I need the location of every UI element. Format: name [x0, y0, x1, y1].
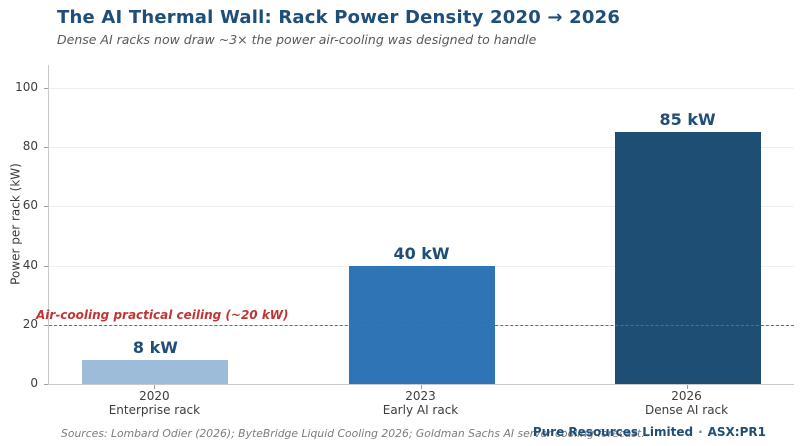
xlabel-2020: 2020 Enterprise rack [54, 389, 254, 417]
bar-value-label: 8 kW [132, 338, 178, 358]
brand-footer: Pure Resources Limited · ASX:PR1 [533, 425, 766, 439]
ytick-mark-100 [44, 88, 48, 90]
gridline-80 [49, 147, 794, 149]
ytick-mark-80 [44, 147, 48, 149]
bar-2020 [82, 360, 229, 384]
ytick-mark-20 [44, 324, 48, 326]
xtick-mark-2023 [420, 385, 422, 389]
bar-value-label: 85 kW [659, 110, 716, 130]
ytick-label-0: 0 [30, 376, 38, 390]
gridline-60 [49, 206, 794, 208]
xlabel-2023: 2023 Early AI rack [321, 389, 521, 417]
ytick-mark-60 [44, 206, 48, 208]
xlabel-year: 2020 [139, 389, 170, 403]
sources-note: Sources: Lombard Odier (2026); ByteBridg… [61, 427, 645, 440]
xtick-mark-2026 [686, 385, 688, 389]
ytick-label-80: 80 [22, 139, 38, 154]
ticker-label: ASX:PR1 [707, 425, 766, 439]
xlabel-2026: 2026 Dense AI rack [587, 389, 787, 417]
air-cooling-ceiling-annotation: Air-cooling practical ceiling (~20 kW) [36, 308, 289, 322]
xlabel-rack-type: Enterprise rack [108, 403, 201, 417]
chart-subtitle: Dense AI racks now draw ~3× the power ai… [57, 32, 537, 47]
plot-area: 8 kW 40 kW 85 kW [48, 65, 794, 385]
xtick-mark-2020 [154, 385, 156, 389]
ytick-label-20: 20 [22, 316, 38, 331]
xlabel-rack-type: Early AI rack [382, 403, 459, 417]
xlabel-rack-type: Dense AI rack [645, 403, 729, 417]
xlabel-year: 2023 [405, 389, 436, 403]
ytick-mark-0 [44, 384, 48, 385]
ytick-label-40: 40 [22, 257, 38, 272]
ytick-label-100: 100 [15, 80, 38, 95]
y-axis-label: Power per rack (kW) [8, 163, 23, 285]
ytick-label-60: 60 [22, 198, 38, 213]
footer-separator: · [698, 425, 703, 439]
ytick-mark-40 [44, 265, 48, 267]
xlabel-year: 2026 [671, 389, 702, 403]
air-cooling-ceiling-line [49, 324, 794, 326]
chart-title: The AI Thermal Wall: Rack Power Density … [57, 7, 621, 28]
brand-name: Pure Resources Limited [532, 425, 694, 439]
bar-2026 [614, 132, 761, 384]
gridline-100 [49, 88, 794, 90]
bar-value-label: 40 kW [393, 243, 450, 263]
